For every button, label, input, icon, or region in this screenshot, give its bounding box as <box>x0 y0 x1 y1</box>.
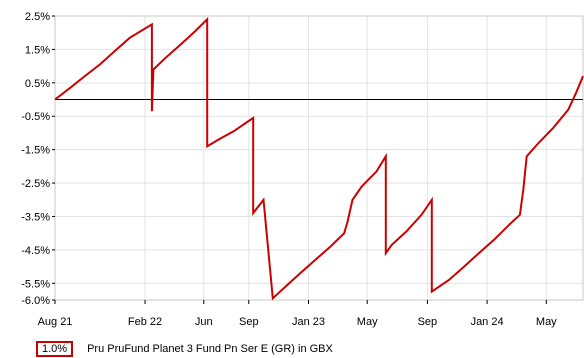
x-tick-label: Jan 24 <box>471 316 504 328</box>
y-tick-label: -1.5% <box>21 145 50 157</box>
y-tick-label: -5.5% <box>21 278 50 290</box>
y-tick-label: -4.5% <box>21 245 50 257</box>
x-tick-label: Sep <box>418 316 438 328</box>
series-line <box>54 16 584 301</box>
y-tick-label: -2.5% <box>21 178 50 190</box>
legend: 1.0% Pru PruFund Planet 3 Fund Pn Ser E … <box>36 340 333 358</box>
y-tick-label: -0.5% <box>21 111 50 123</box>
x-tick-label: Sep <box>239 316 259 328</box>
y-tick-label: -3.5% <box>21 211 50 223</box>
x-tick-label: Jan 23 <box>292 316 325 328</box>
x-tick-label: May <box>536 316 557 328</box>
y-tick-label: 0.5% <box>25 78 50 90</box>
plot-frame <box>54 15 584 301</box>
legend-value-box: 1.0% <box>36 341 74 357</box>
x-tick-label: Jun <box>195 316 213 328</box>
x-tick-label: May <box>357 316 378 328</box>
x-axis-ticks: Aug 21 Feb 22 Jun Sep Jan 23 May Sep Jan 24 May <box>38 300 557 328</box>
x-tick-label: Aug 21 <box>38 316 73 328</box>
y-axis-ticks: 2.5% 1.5% 0.5% -0.5% -1.5% -2.5% -3.5% -4.5% -5.… <box>21 11 55 307</box>
y-tick-label: 2.5% <box>25 11 50 23</box>
legend-series-label: Pru PruFund Planet 3 Fund Pn Ser E (GR) … <box>87 343 333 355</box>
y-tick-label: 1.5% <box>25 44 50 56</box>
y-tick-label: -6.0% <box>21 295 50 307</box>
line-chart: 2.5% 1.5% 0.5% -0.5% -1.5% -2.5% -3.5% -4.5% -5.… <box>21 11 584 328</box>
x-tick-label: Feb 22 <box>128 316 162 328</box>
